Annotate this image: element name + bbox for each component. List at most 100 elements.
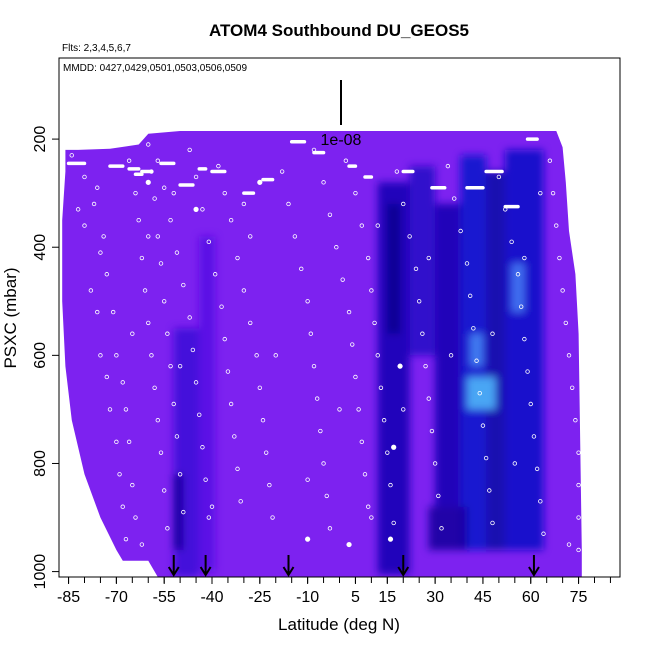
- track-point-157: [550, 190, 556, 196]
- track-point-153: [534, 466, 540, 472]
- x-axis-label: Latitude (deg N): [278, 615, 400, 634]
- track-point-123: [413, 266, 419, 272]
- track-point-50: [168, 217, 173, 223]
- track-point-127: [426, 396, 431, 401]
- track-point-34: [161, 488, 167, 493]
- track-point-69: [232, 434, 237, 439]
- track-point-176: [369, 515, 374, 520]
- track-point-167: [576, 515, 581, 520]
- track-point-40: [158, 261, 164, 266]
- track-point-5: [98, 353, 103, 358]
- track-point-189: [490, 331, 495, 336]
- track-point-139: [477, 390, 482, 396]
- track-point-73: [222, 190, 227, 196]
- x-tick-label-5: -10: [296, 589, 319, 606]
- track-point-112: [369, 288, 374, 293]
- track-point-182: [146, 234, 151, 239]
- concentration-region-5: [409, 166, 436, 356]
- track-point-17: [114, 353, 119, 358]
- track-point-165: [576, 450, 581, 455]
- track-point-80: [260, 418, 266, 423]
- track-point-14: [98, 250, 103, 255]
- track-point-136: [467, 293, 473, 299]
- track-point-140: [480, 423, 486, 428]
- track-point-151: [528, 401, 533, 407]
- track-point-129: [432, 461, 438, 466]
- track-point-186: [305, 477, 310, 482]
- track-point-161: [563, 320, 569, 326]
- track-point-113: [372, 320, 377, 326]
- track-point-51: [174, 250, 180, 255]
- concentration-region-10: [428, 506, 467, 550]
- track-point-164: [573, 418, 578, 423]
- track-point-91: [314, 396, 320, 401]
- track-point-81: [263, 450, 269, 455]
- flight-arrow-head-1: [199, 566, 212, 577]
- track-point-16: [110, 309, 116, 315]
- track-point-124: [416, 299, 422, 304]
- track-point-21: [130, 482, 135, 488]
- track-point-100: [340, 277, 345, 282]
- track-point-79: [257, 385, 263, 390]
- x-tick-label-6: 5: [351, 589, 360, 606]
- flight-arrow-head-4: [528, 566, 540, 577]
- track-point-107: [365, 504, 371, 509]
- y-axis: 200 400 600 800 1000: [32, 126, 59, 589]
- track-point-135: [464, 261, 470, 266]
- track-point-150: [525, 369, 530, 374]
- highlight-dot-4: [346, 541, 352, 548]
- track-point-60: [187, 147, 192, 153]
- track-point-42: [165, 331, 170, 336]
- track-point-25: [133, 190, 138, 196]
- y-tick-label-0: 200: [32, 126, 49, 153]
- track-point-74: [228, 217, 234, 223]
- highlight-dot-5: [387, 536, 394, 542]
- track-point-188: [426, 255, 431, 261]
- track-point-185: [248, 234, 253, 239]
- x-tick-label-2: -55: [153, 589, 176, 606]
- track-point-38: [152, 196, 157, 201]
- track-point-45: [174, 434, 180, 439]
- x-tick-label-9: 45: [474, 589, 492, 606]
- scale-label: 1e-08: [321, 132, 362, 149]
- track-point-170: [101, 234, 106, 239]
- highlight-patch-1: [470, 333, 483, 367]
- track-point-121: [401, 201, 406, 207]
- track-point-130: [436, 493, 441, 499]
- track-point-162: [566, 353, 572, 358]
- track-point-183: [177, 363, 183, 369]
- track-point-13: [91, 201, 97, 207]
- dates-note: MMDD: 0427,0429,0501,0503,0506,0509: [63, 63, 247, 74]
- track-point-44: [171, 401, 176, 407]
- track-point-28: [142, 288, 148, 293]
- track-point-118: [388, 482, 393, 488]
- track-point-85: [286, 201, 291, 207]
- x-tick-label-4: -25: [248, 589, 271, 606]
- concentration-region-1: [173, 474, 184, 550]
- track-point-11: [123, 536, 129, 542]
- track-point-72: [216, 163, 221, 169]
- track-point-3: [88, 288, 94, 293]
- track-point-31: [152, 385, 157, 390]
- track-point-62: [200, 207, 205, 212]
- concentration-region-4: [387, 203, 401, 334]
- highlight-dot-3: [305, 536, 311, 542]
- track-point-47: [181, 509, 186, 515]
- track-point-148: [518, 304, 524, 309]
- track-point-149: [522, 336, 527, 342]
- track-point-181: [566, 542, 572, 547]
- track-point-166: [576, 482, 581, 488]
- track-point-120: [394, 169, 400, 174]
- track-point-8: [114, 439, 119, 445]
- track-point-138: [474, 358, 479, 363]
- track-point-132: [445, 163, 451, 169]
- y-tick-label-1: 400: [32, 234, 49, 261]
- track-point-30: [149, 353, 154, 358]
- track-point-23: [139, 542, 145, 547]
- concentration-field: [62, 131, 582, 577]
- track-point-101: [346, 309, 352, 315]
- track-point-133: [452, 196, 457, 201]
- chart-title: ATOM4 Southbound DU_GEOS5: [209, 21, 469, 40]
- track-point-12: [82, 174, 87, 180]
